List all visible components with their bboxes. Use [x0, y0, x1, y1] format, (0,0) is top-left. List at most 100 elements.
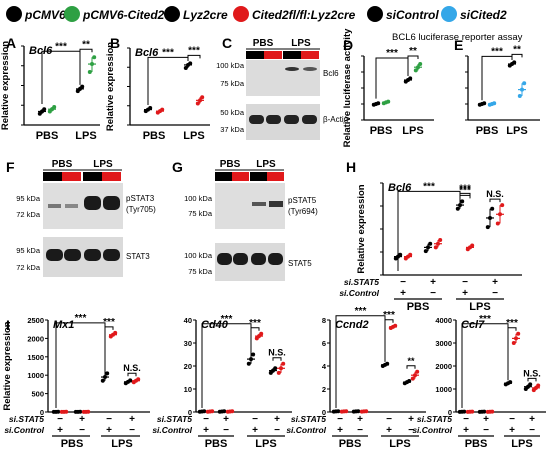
condition-mark: + [430, 277, 436, 288]
data-point [492, 101, 497, 106]
data-point [90, 62, 94, 67]
condition-mark: − [79, 425, 85, 436]
significance-label: *** [103, 317, 115, 328]
data-point [520, 87, 524, 92]
panel-letter-e: E [454, 37, 463, 53]
data-point [426, 245, 430, 250]
group-label: PBS [370, 125, 393, 137]
data-point [200, 95, 205, 100]
data-point [517, 94, 522, 98]
data-point [376, 101, 381, 106]
significance-bracket [459, 194, 471, 199]
blot-g-band [269, 201, 283, 207]
data-point [460, 199, 465, 204]
condition-mark: + [252, 425, 258, 436]
significance-bracket [481, 55, 513, 101]
significance-label: ** [409, 46, 417, 57]
genotype-bar-black [83, 172, 102, 181]
condition-mark: − [509, 414, 515, 425]
data-point [80, 84, 85, 89]
significance-bracket [187, 54, 201, 59]
condition-mark: − [57, 414, 63, 425]
group-label: PBS [407, 301, 430, 313]
panel-letter-b: B [110, 35, 120, 51]
panel-letter-a: A [6, 35, 16, 51]
data-point [490, 409, 495, 414]
chart-d: Relative luciferase activity PBS LPS*** ** [342, 28, 434, 147]
data-point [230, 409, 235, 414]
condition-label: si.STAT5 [344, 277, 379, 287]
condition-mark: + [357, 414, 363, 425]
data-point [148, 106, 153, 111]
genotype-bar-black [215, 172, 232, 181]
blot-g-mw-75: 75 kDa [188, 209, 213, 218]
blot-f-band [64, 249, 81, 261]
condition-mark: + [462, 288, 468, 299]
data-point [428, 241, 433, 246]
condition-mark: + [223, 414, 229, 425]
data-point [407, 378, 412, 383]
blot-g-mw-75b: 75 kDa [188, 267, 213, 276]
blot-f-mw-72: 72 kDa [16, 210, 41, 219]
data-point [408, 252, 413, 257]
condition-mark: − [223, 425, 229, 436]
significance-label: *** [386, 48, 398, 59]
data-point [56, 409, 61, 414]
data-point [423, 249, 428, 254]
significance-bracket [250, 327, 260, 331]
y-tick-label: 500 [31, 390, 44, 399]
significance-bracket [407, 55, 419, 59]
blot-f-mw-95: 95 kDa [16, 194, 41, 203]
y-tick-label: 0 [40, 408, 44, 417]
data-point [488, 215, 492, 220]
blot-c-band [285, 67, 299, 71]
significance-bracket [335, 315, 386, 408]
chart-title: Mx1 [53, 319, 74, 331]
blot-g-band [251, 253, 266, 265]
data-point [490, 206, 495, 211]
significance-label: *** [188, 45, 200, 56]
significance-label: *** [506, 318, 518, 329]
blot-g-band [233, 253, 248, 265]
data-point [64, 409, 69, 414]
y-tick-label: 4 [322, 362, 327, 371]
condition-mark: + [106, 425, 112, 436]
legend-label-pcmv6: pCMV6 [24, 8, 66, 22]
legend-label-sicontrol: siControl [386, 8, 439, 22]
blot-f-band [48, 204, 61, 208]
significance-label: *** [459, 185, 471, 196]
blot-f-band [103, 196, 120, 210]
condition-mark: − [492, 288, 498, 299]
genotype-bar-black [43, 172, 62, 181]
condition-mark: − [529, 425, 535, 436]
data-point [202, 409, 207, 414]
chart-b: Bcl6 Relative expression PBS LPS *** *** [105, 42, 210, 142]
group-label: PBS [36, 130, 59, 142]
data-point [86, 409, 91, 414]
condition-mark: − [129, 425, 135, 436]
data-point [103, 375, 107, 380]
y-tick-label: 2000 [27, 334, 44, 343]
data-point [470, 409, 475, 414]
group-label: PBS [476, 125, 499, 137]
panel-letter-d: D [343, 37, 353, 53]
significance-bracket [147, 56, 189, 106]
chart-title: Bcl6 [135, 47, 159, 59]
blot-c-mw-100: 100 kDa [216, 61, 245, 70]
data-point [512, 60, 517, 65]
data-point [500, 203, 505, 208]
legend-label-cited2-ko: Cited2fl/fl:Lyz2cre [252, 8, 356, 22]
condition-mark: + [203, 425, 209, 436]
genotype-bar-red [62, 172, 81, 181]
significance-label: *** [55, 41, 67, 52]
chart-title: Ccl7 [461, 319, 485, 331]
condition-label: si.Control [412, 425, 452, 435]
significance-label: ** [407, 356, 415, 366]
legend-label-sicited2: siCited2 [460, 8, 507, 22]
data-point [485, 225, 490, 230]
data-point [458, 203, 462, 208]
blot-f-group-lps: LPS [93, 159, 113, 170]
